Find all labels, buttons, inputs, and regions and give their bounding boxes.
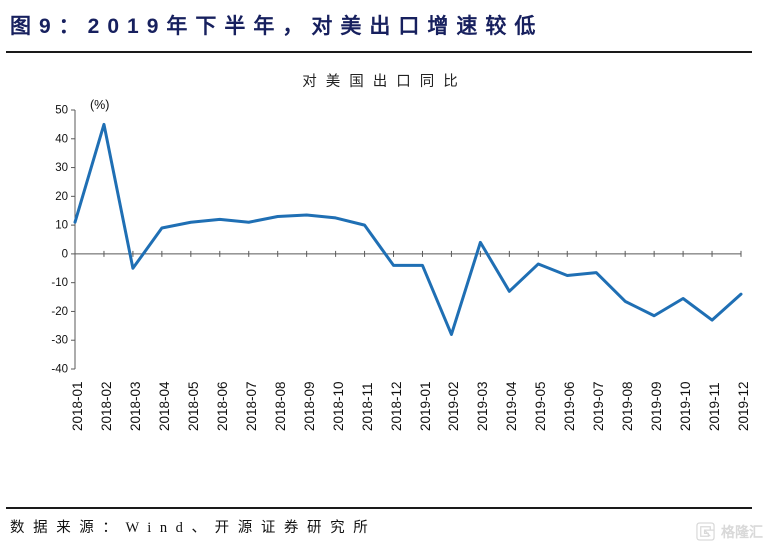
svg-text:50: 50 bbox=[55, 105, 68, 117]
svg-text:40: 40 bbox=[55, 133, 68, 145]
svg-text:0: 0 bbox=[62, 248, 68, 260]
svg-text:20: 20 bbox=[55, 191, 68, 203]
svg-text:-30: -30 bbox=[51, 335, 68, 347]
svg-text:-40: -40 bbox=[51, 364, 68, 376]
svg-text:-10: -10 bbox=[51, 277, 68, 289]
svg-text:30: 30 bbox=[55, 162, 68, 174]
svg-text:-20: -20 bbox=[51, 306, 68, 318]
svg-text:10: 10 bbox=[55, 220, 68, 232]
